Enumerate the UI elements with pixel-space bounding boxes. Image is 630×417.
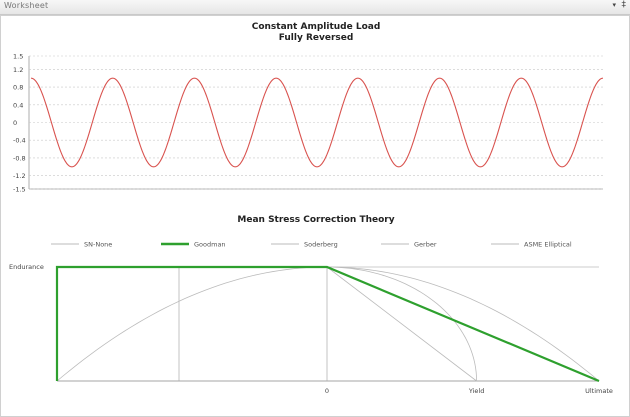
legend-label: Soderberg [304,241,338,249]
legend-item-sn-none[interactable]: SN-None [51,241,112,249]
series-soderberg [326,266,477,382]
y-tick-label: 0.4 [13,101,23,109]
legend-item-soderberg[interactable]: Soderberg [271,241,338,249]
load-series-line [30,77,604,168]
worksheet-panel: Constant Amplitude Load Fully Reversed 1… [0,15,630,417]
y-axis-label: Endurance [9,263,44,271]
x-tick-label: Ultimate [585,387,613,395]
y-tick-label: 1.2 [13,66,23,74]
legend-item-asme-elliptical[interactable]: ASME Elliptical [491,241,572,249]
load-chart-title: Constant Amplitude Load [251,22,381,32]
chevron-down-icon[interactable]: ▾ [612,1,616,9]
msc-chart: SN-None Goodman Soderberg Gerber ASME Ellipt… [9,241,613,396]
y-tick-label: -0.4 [13,137,26,145]
window-titlebar: Worksheet ▾ ‡ [0,0,630,15]
pin-icon[interactable]: ‡ [621,0,627,10]
series-gerber [56,266,600,382]
y-tick-label: 0.8 [13,84,23,92]
msc-chart-title: Mean Stress Correction Theory [237,215,395,225]
x-tick-label: 0 [325,387,329,395]
y-tick-label: -1.5 [13,186,26,194]
y-tick-label: -1.2 [13,172,26,180]
x-tick-label: Yield [468,387,484,395]
window-title: Worksheet [4,1,49,10]
y-tick-label: -0.8 [13,154,26,162]
series-goodman [55,265,600,383]
load-chart: 1.5 1.2 0.8 0.4 0 -0.4 -0.8 -1.2 -1.5 [13,53,604,194]
legend-item-goodman[interactable]: Goodman [161,241,226,249]
legend-item-gerber[interactable]: Gerber [381,241,437,249]
y-tick-label: 1.5 [13,53,23,61]
legend-label: Goodman [194,241,226,249]
legend-label: SN-None [84,241,112,249]
y-tick-label: 0 [13,119,17,127]
legend-label: Gerber [414,241,437,249]
legend-label: ASME Elliptical [524,241,572,249]
series-asme-elliptical [326,266,477,382]
load-chart-subtitle: Fully Reversed [278,33,354,43]
